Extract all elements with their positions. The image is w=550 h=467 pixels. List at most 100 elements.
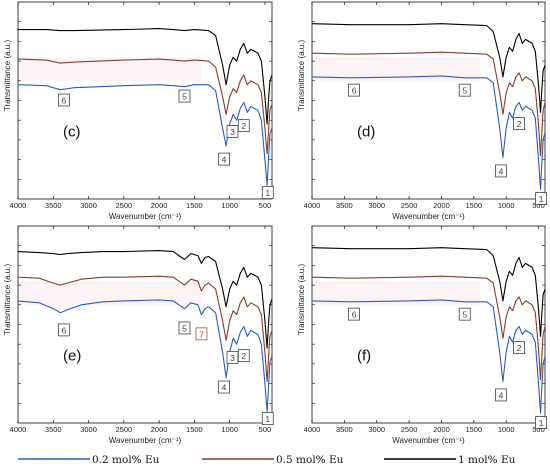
x-axis-label: Wavenumber (cm⁻¹) <box>392 212 465 221</box>
x-tick-label: 2500 <box>115 201 132 210</box>
y-axis-label: Transmittance (a.u.) <box>3 264 12 336</box>
x-tick-label: 2000 <box>433 425 450 434</box>
peak-label: 3 <box>230 353 235 363</box>
peak-label: 5 <box>182 323 187 333</box>
y-axis-label: Transmittance (a.u.) <box>3 40 12 112</box>
peak-label-box <box>218 152 230 166</box>
peak-label-box <box>178 89 191 103</box>
x-tick-label: 1000 <box>221 201 238 210</box>
peak-label: 1 <box>539 418 544 428</box>
x-tick-label: 500 <box>259 425 272 434</box>
peak-label-box <box>57 323 70 337</box>
chart-panel-c: 4000 3500 3000 2500 2000 1500 1000 500 Wavenumbe… <box>3 1 274 221</box>
peak-label: 6 <box>352 310 357 320</box>
panel-label: (c) <box>63 124 81 141</box>
peak-label: 6 <box>61 325 66 335</box>
x-tick-label: 4000 <box>10 425 27 434</box>
x-tick-label: 3000 <box>368 201 385 210</box>
peak-label-box <box>218 380 230 394</box>
x-tick-label: 3500 <box>45 425 62 434</box>
series-line-2 <box>17 58 273 155</box>
x-tick-label: 4000 <box>10 201 27 210</box>
x-tick-label: 500 <box>532 425 545 434</box>
chart-panel-d: 4000 3500 3000 2500 2000 1500 1000 500 Wavenumbe… <box>297 1 548 221</box>
peak-label-box <box>458 307 471 321</box>
peak-label-box <box>195 327 208 341</box>
x-tick-label: 1500 <box>465 201 482 210</box>
peak-label: 4 <box>499 166 504 176</box>
x-tick-label: 2500 <box>115 425 132 434</box>
peak-label: 7 <box>199 329 204 339</box>
panel-label: (d) <box>357 124 375 141</box>
y-axis-label: Transmittance (a.u.) <box>297 264 306 336</box>
peak-label-box <box>237 119 250 133</box>
x-tick-label: 500 <box>532 201 545 210</box>
x-tick-label: 2000 <box>433 201 450 210</box>
peak-label-box <box>495 164 507 178</box>
x-tick-label: 3500 <box>336 425 353 434</box>
peak-label-box <box>513 341 526 355</box>
x-tick-label: 2500 <box>401 201 418 210</box>
chart-panel-e: 4000 3500 3000 2500 2000 1500 1000 500 Wavenumbe… <box>3 225 274 445</box>
peak-label-box <box>261 186 274 199</box>
x-axis-label: Wavenumber (cm⁻¹) <box>392 436 465 445</box>
x-tick-label: 1000 <box>221 425 238 434</box>
peak-label-box <box>458 83 471 97</box>
peak-label-box <box>178 321 191 335</box>
legend-label: 0.2 mol% Eu <box>92 454 160 466</box>
legend-label: 1 mol% Eu <box>458 454 516 466</box>
peak-label: 6 <box>352 86 357 96</box>
peak-label-box <box>535 416 548 429</box>
peak-label-box <box>348 83 360 97</box>
plot-frame <box>311 225 546 424</box>
peak-label: 2 <box>241 121 246 131</box>
x-tick-label: 1500 <box>186 425 203 434</box>
x-tick-label: 4000 <box>304 201 321 210</box>
x-tick-label: 1500 <box>186 201 203 210</box>
background-band <box>312 57 480 81</box>
peak-label-box <box>348 307 360 321</box>
series-line-2 <box>311 275 546 381</box>
peak-label: 4 <box>499 390 504 400</box>
peak-label: 2 <box>241 351 246 361</box>
x-axis-label: Wavenumber (cm⁻¹) <box>109 212 182 221</box>
x-tick-label: 1000 <box>498 201 515 210</box>
peak-label: 2 <box>517 119 522 129</box>
peak-label: 5 <box>182 92 187 102</box>
peak-label-box <box>495 388 507 402</box>
peak-label-box <box>237 349 250 362</box>
x-tick-label: 1500 <box>465 425 482 434</box>
series-line-2 <box>17 275 273 383</box>
plot-frame <box>17 225 273 424</box>
x-tick-label: 3000 <box>80 201 97 210</box>
background-band <box>312 281 480 305</box>
x-tick-label: 2000 <box>151 425 168 434</box>
x-tick-label: 4000 <box>304 425 321 434</box>
peak-label: 1 <box>265 414 270 424</box>
peak-label: 5 <box>462 86 467 96</box>
x-tick-label: 2500 <box>401 425 418 434</box>
legend-label: 0.5 mol% Eu <box>276 454 344 466</box>
peak-label: 4 <box>222 383 227 393</box>
series-line-3 <box>311 23 546 113</box>
series-line-1 <box>311 299 546 414</box>
series-line-1 <box>17 84 273 186</box>
series-line-3 <box>17 250 273 349</box>
x-axis-label: Wavenumber (cm⁻¹) <box>109 436 182 445</box>
peak-label: 4 <box>222 155 227 165</box>
peak-label-box <box>535 192 548 205</box>
background-band <box>18 281 201 305</box>
y-axis-label: Transmittance (a.u.) <box>297 40 306 112</box>
panel-label: (f) <box>357 348 371 365</box>
peak-label-box <box>261 412 274 425</box>
plot-frame <box>311 1 546 200</box>
peak-label: 2 <box>517 343 522 353</box>
series-line-1 <box>311 75 546 190</box>
peak-label-box <box>57 93 70 107</box>
peak-label: 1 <box>539 194 544 204</box>
peak-label: 6 <box>61 96 66 106</box>
x-tick-label: 3000 <box>80 425 97 434</box>
x-tick-label: 3500 <box>45 201 62 210</box>
panel-label: (e) <box>63 348 81 365</box>
